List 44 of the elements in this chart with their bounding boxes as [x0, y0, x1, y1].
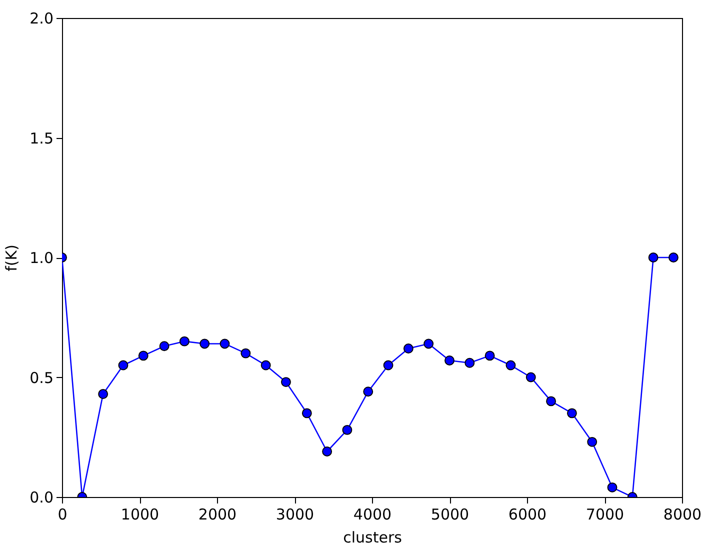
point — [526, 372, 536, 382]
point — [98, 389, 108, 399]
point — [342, 424, 352, 435]
point — [179, 336, 190, 346]
x-tick-label: 7000 — [586, 506, 624, 524]
x-tick-label: 3000 — [276, 506, 314, 524]
y-tick-label: 0.5 — [30, 368, 54, 387]
y-tick-label: 1.0 — [30, 249, 54, 267]
point — [403, 344, 414, 354]
point — [484, 350, 495, 361]
point — [220, 338, 230, 349]
y-tick-label: 0.0 — [30, 488, 54, 506]
point — [506, 360, 516, 370]
y-tick-label: 1.5 — [30, 129, 54, 148]
point — [587, 436, 598, 447]
point — [159, 341, 170, 352]
point — [566, 408, 577, 418]
point — [302, 408, 312, 418]
x-tick-label: 1000 — [120, 506, 160, 524]
x-tick-label: 2000 — [198, 506, 237, 524]
point — [464, 358, 475, 368]
point — [322, 446, 332, 456]
point — [444, 356, 454, 366]
point — [200, 338, 210, 349]
point — [363, 386, 374, 397]
x-axis-title: clusters — [343, 528, 402, 546]
y-tick-label: 2.0 — [30, 10, 54, 28]
point — [260, 360, 271, 370]
x-tick-label: 6000 — [508, 506, 547, 524]
x-tick-label: 0 — [58, 506, 68, 524]
point — [383, 360, 394, 370]
point — [138, 350, 148, 361]
point — [118, 360, 128, 370]
point — [240, 348, 251, 358]
point — [668, 252, 678, 262]
x-tick-label: 5000 — [430, 506, 470, 524]
x-tick-label: 8000 — [663, 506, 702, 524]
point — [546, 396, 556, 406]
point — [281, 377, 291, 388]
point — [607, 482, 618, 492]
point — [424, 338, 434, 349]
x-tick-label: 4000 — [353, 506, 392, 524]
point — [648, 252, 658, 262]
y-axis-title: f(K) — [2, 244, 21, 272]
